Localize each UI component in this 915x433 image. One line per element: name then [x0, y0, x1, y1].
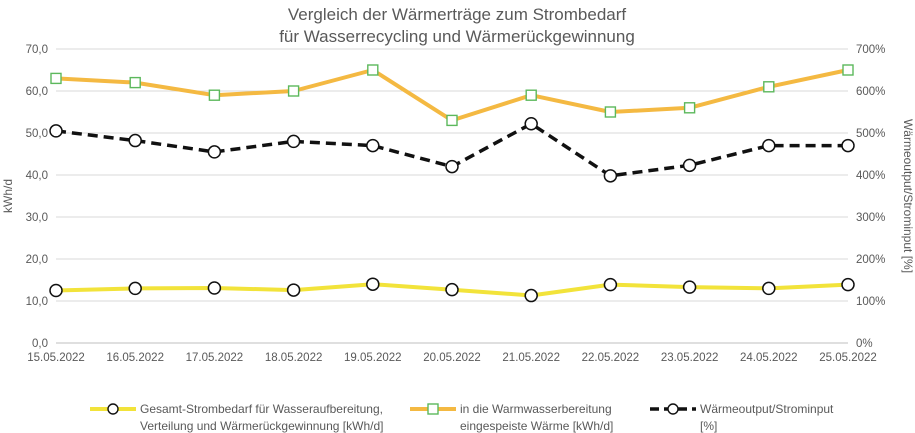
data-point-marker [841, 277, 855, 292]
y2-tick-label: 0% [856, 338, 873, 350]
x-tick-label: 16.05.2022 [106, 352, 164, 364]
data-point-marker [762, 281, 776, 296]
x-tick-label: 19.05.2022 [344, 352, 402, 364]
legend-marker-swatch [107, 403, 119, 415]
x-tick-label: 23.05.2022 [661, 352, 719, 364]
y2-tick-label: 500% [856, 128, 885, 140]
data-point-marker [683, 102, 696, 114]
series-2 [50, 64, 854, 127]
legend-label-line: Wärmeoutput/Strominput [700, 402, 834, 416]
y2-tick-label: 400% [856, 170, 885, 182]
data-point-marker [129, 76, 141, 89]
legend-entry-2: in die Warmwasserbereitung eingespeiste W… [410, 402, 613, 433]
x-tick-label: 21.05.2022 [502, 352, 560, 364]
data-point-marker [524, 117, 538, 131]
legend-label-line: in die Warmwasserbereitung [460, 402, 612, 416]
legend-marker-swatch [427, 403, 439, 415]
data-point-marker [524, 288, 538, 303]
data-point-marker [842, 64, 854, 76]
chart-title-line-2: für Wasserrecycling und Wärmerückgewinnu… [279, 27, 635, 46]
x-tick-label: 17.05.2022 [186, 352, 244, 364]
y2-axis-title: Wärmeoutput/Strominput [%] [901, 119, 915, 273]
gridlines [56, 48, 848, 344]
data-point-marker [841, 138, 855, 153]
x-tick-label: 20.05.2022 [423, 352, 481, 364]
y2-tick-label: 600% [856, 86, 885, 98]
data-point-marker [604, 106, 617, 118]
data-point-marker [445, 159, 459, 174]
legend-marker-swatch [667, 403, 679, 415]
chart-title: Vergleich der Wärmerträge zum Strombedar… [279, 5, 635, 46]
x-axis: 15.05.2022 16.05.2022 17.05.2022 18.05.2022… [27, 352, 877, 364]
y-tick-label: 40,0 [26, 170, 48, 182]
legend: Gesamt-Strombedarf für Wasseraufbereitun… [90, 402, 834, 433]
data-point-marker [762, 138, 776, 153]
data-point-marker [603, 169, 618, 183]
legend-entry-3: Wärmeoutput/Strominput [%] [650, 402, 834, 433]
y-axis-right: 0% 100% 200% 300% 400% 500% 600% 700% [856, 44, 885, 350]
data-point-marker [128, 281, 142, 296]
series-line [55, 68, 849, 123]
x-tick-label: 25.05.2022 [819, 352, 877, 364]
legend-label-line: Verteilung und Wärmerückgewinnung [kWh/d… [140, 419, 383, 433]
y-tick-label: 60,0 [26, 86, 48, 98]
data-point-marker [366, 138, 380, 153]
data-point-marker [367, 64, 379, 76]
data-point-marker [208, 89, 221, 101]
y-tick-label: 10,0 [26, 296, 48, 308]
y-tick-label: 70,0 [26, 44, 48, 56]
data-point-marker [445, 282, 459, 297]
x-tick-label: 24.05.2022 [740, 352, 798, 364]
y-tick-label: 30,0 [26, 212, 48, 224]
data-point-marker [525, 89, 537, 101]
chart-title-line-1: Vergleich der Wärmerträge zum Strombedar… [288, 5, 627, 24]
legend-entry-1: Gesamt-Strombedarf für Wasseraufbereitun… [90, 402, 383, 433]
y2-tick-label: 200% [856, 254, 885, 266]
x-tick-label: 15.05.2022 [27, 352, 85, 364]
series-3 [49, 117, 855, 183]
legend-label-line: eingespeiste Wärme [kWh/d] [460, 419, 613, 433]
data-point-marker [763, 81, 775, 93]
y-tick-label: 0,0 [32, 338, 48, 350]
y2-tick-label: 700% [856, 44, 885, 56]
y-axis-title: kWh/d [1, 179, 15, 213]
data-point-marker [287, 85, 300, 97]
data-point-marker [50, 72, 62, 85]
y2-tick-label: 300% [856, 212, 885, 224]
y-tick-label: 20,0 [26, 254, 48, 266]
data-point-marker [207, 281, 222, 295]
data-point-marker [603, 277, 618, 292]
x-tick-label: 18.05.2022 [265, 352, 323, 364]
y-tick-label: 50,0 [26, 128, 48, 140]
data-point-marker [128, 133, 142, 148]
data-point-marker [366, 277, 380, 291]
data-point-marker [49, 124, 63, 138]
data-point-marker [682, 280, 697, 294]
data-point-marker [207, 145, 222, 159]
data-point-marker [286, 134, 301, 149]
series-1 [49, 277, 855, 303]
y-axis-left: 0,0 10,0 20,0 30,0 40,0 50,0 60,0 70,0 [26, 44, 48, 350]
data-point-marker [682, 158, 697, 173]
plot-series [49, 64, 855, 303]
data-point-marker [286, 283, 301, 297]
x-tick-label: 22.05.2022 [582, 352, 640, 364]
y2-tick-label: 100% [856, 296, 885, 308]
legend-label-line: Gesamt-Strombedarf für Wasseraufbereitun… [140, 402, 383, 416]
legend-label-line: [%] [700, 419, 717, 433]
data-point-marker [446, 114, 458, 127]
data-point-marker [49, 283, 63, 298]
